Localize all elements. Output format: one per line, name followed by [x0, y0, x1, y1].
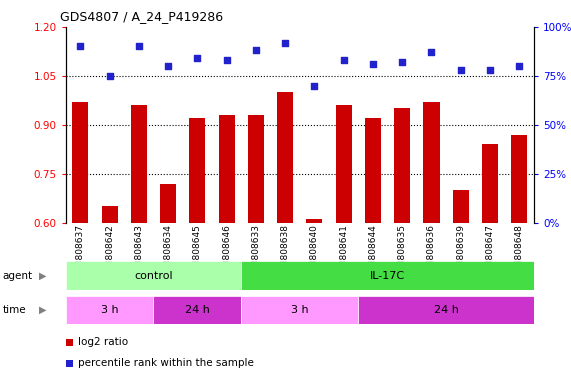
Text: control: control: [134, 270, 173, 281]
Point: [163, 63, 172, 69]
Point: [76, 43, 85, 50]
Bar: [154, 296, 241, 324]
Point: [397, 59, 407, 65]
Bar: [482, 144, 498, 223]
Text: 24 h: 24 h: [185, 305, 210, 315]
Bar: [365, 118, 381, 223]
Bar: [424, 102, 440, 223]
Text: 3 h: 3 h: [291, 305, 308, 315]
Bar: [241, 296, 359, 324]
Point: [427, 49, 436, 55]
Text: time: time: [3, 305, 26, 315]
Text: GDS4807 / A_24_P419286: GDS4807 / A_24_P419286: [60, 10, 223, 23]
Point: [310, 83, 319, 89]
Point: [514, 63, 524, 69]
Bar: [336, 105, 352, 223]
Point: [485, 67, 494, 73]
Bar: [453, 190, 469, 223]
Bar: [359, 296, 534, 324]
Bar: [102, 207, 118, 223]
Bar: [131, 105, 147, 223]
Bar: [277, 92, 293, 223]
Bar: [160, 184, 176, 223]
Point: [456, 67, 465, 73]
Bar: [394, 109, 410, 223]
Text: percentile rank within the sample: percentile rank within the sample: [78, 358, 254, 368]
Point: [222, 57, 231, 63]
Text: IL-17C: IL-17C: [370, 270, 405, 281]
Bar: [241, 261, 534, 290]
Point: [134, 43, 143, 50]
Bar: [248, 115, 264, 223]
Point: [105, 73, 114, 79]
Bar: [219, 115, 235, 223]
Bar: [190, 118, 206, 223]
Point: [339, 57, 348, 63]
Text: ▶: ▶: [39, 270, 46, 281]
Text: 3 h: 3 h: [100, 305, 118, 315]
Bar: [511, 135, 527, 223]
Text: 24 h: 24 h: [433, 305, 459, 315]
Text: ▶: ▶: [39, 305, 46, 315]
Bar: [73, 102, 89, 223]
Point: [280, 40, 289, 46]
Text: log2 ratio: log2 ratio: [78, 337, 128, 347]
Point: [193, 55, 202, 61]
Point: [368, 61, 377, 67]
Bar: [66, 261, 241, 290]
Bar: [66, 296, 154, 324]
Point: [251, 47, 260, 53]
Bar: [307, 220, 323, 223]
Text: agent: agent: [3, 270, 33, 281]
